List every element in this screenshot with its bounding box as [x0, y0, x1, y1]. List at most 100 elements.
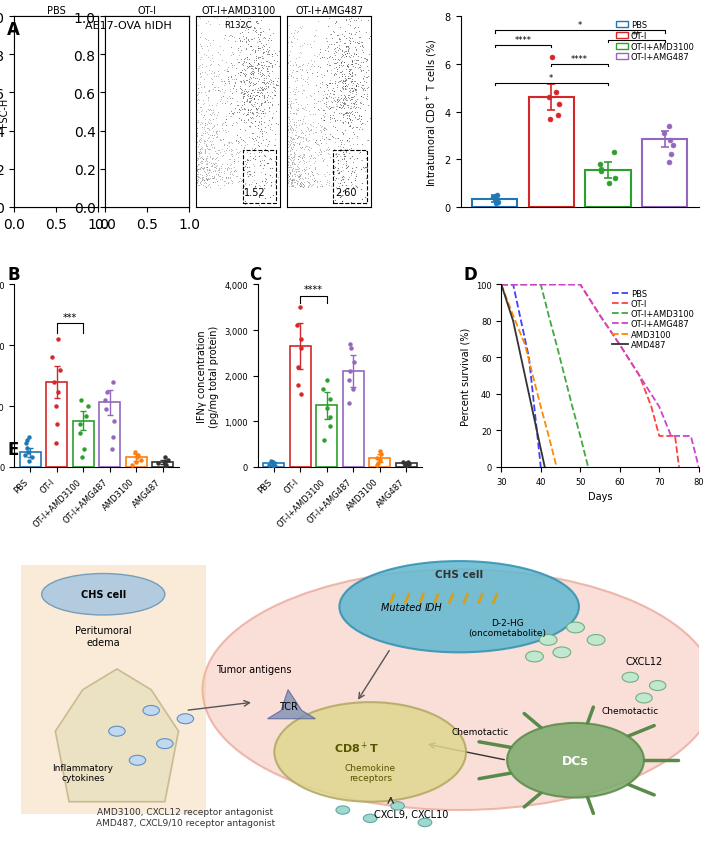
- Point: [237, 151, 248, 164]
- Point: [340, 41, 352, 55]
- Point: [19, 159, 30, 173]
- Point: [251, 15, 262, 29]
- Point: [149, 145, 160, 158]
- Point: [287, 30, 299, 43]
- Point: [192, 163, 203, 176]
- Point: [87, 41, 98, 55]
- Point: [249, 61, 260, 75]
- Point: [287, 181, 298, 194]
- Point: [327, 83, 338, 97]
- Point: [294, 163, 305, 176]
- Point: [332, 154, 344, 168]
- Point: [212, 109, 223, 123]
- Point: [163, 172, 175, 186]
- Point: [106, 83, 117, 97]
- Point: [65, 179, 76, 193]
- Point: [161, 72, 173, 85]
- Point: [296, 64, 307, 78]
- Point: [194, 146, 205, 159]
- Point: [234, 172, 245, 186]
- Point: [346, 116, 357, 130]
- Point: [202, 167, 214, 181]
- Point: [31, 61, 42, 75]
- Point: [77, 121, 88, 135]
- Point: [174, 181, 185, 194]
- Point: [59, 145, 71, 158]
- Circle shape: [567, 622, 585, 633]
- Point: [242, 10, 253, 24]
- Point: [288, 165, 299, 179]
- Point: [335, 107, 347, 121]
- Point: [328, 166, 339, 180]
- Point: [197, 58, 208, 72]
- Point: [64, 176, 76, 189]
- Point: [71, 87, 83, 101]
- Point: [34, 51, 45, 65]
- Point: [285, 102, 297, 116]
- Point: [329, 95, 340, 108]
- Point: [12, 171, 24, 185]
- Point: [213, 163, 225, 176]
- Point: [304, 170, 316, 183]
- Point: [294, 170, 305, 183]
- Point: [75, 50, 86, 64]
- Point: [20, 143, 31, 157]
- Point: [28, 141, 39, 155]
- Point: [260, 81, 272, 95]
- Point: [111, 135, 122, 148]
- Point: [19, 95, 30, 108]
- Point: [287, 163, 298, 176]
- Point: [210, 168, 222, 181]
- Point: [160, 126, 172, 140]
- Point: [61, 108, 72, 122]
- Point: [199, 128, 210, 141]
- Point: [155, 176, 167, 189]
- Point: [156, 11, 168, 25]
- Point: [16, 135, 28, 149]
- Point: [77, 138, 88, 152]
- Point: [9, 164, 21, 178]
- Point: [26, 148, 37, 162]
- Point: [328, 106, 339, 119]
- Point: [244, 75, 255, 89]
- Point: [136, 125, 148, 139]
- Point: [160, 136, 172, 150]
- Point: [42, 10, 53, 24]
- Point: [206, 141, 217, 154]
- Point: [121, 140, 133, 153]
- Point: [286, 165, 297, 179]
- Point: [344, 10, 356, 24]
- Point: [191, 176, 202, 189]
- Point: [24, 119, 35, 133]
- Point: [44, 179, 56, 193]
- Point: [173, 115, 184, 129]
- Point: [357, 161, 369, 175]
- Point: [30, 162, 41, 176]
- Point: [193, 113, 204, 127]
- Point: [126, 10, 138, 24]
- Point: [111, 181, 122, 195]
- Point: [159, 114, 170, 128]
- Point: [198, 82, 210, 95]
- Point: [161, 164, 173, 177]
- Point: [403, 455, 414, 469]
- Point: [206, 107, 217, 121]
- Point: [143, 47, 154, 60]
- Point: [198, 137, 210, 151]
- Point: [223, 140, 235, 153]
- Point: [237, 66, 248, 80]
- Point: [220, 12, 232, 26]
- Point: [220, 29, 231, 43]
- Point: [216, 118, 227, 132]
- Point: [334, 140, 346, 153]
- Point: [207, 77, 219, 90]
- Point: [191, 136, 202, 150]
- Point: [328, 10, 339, 24]
- Point: [11, 139, 22, 153]
- Point: [54, 148, 66, 162]
- Point: [129, 81, 140, 95]
- Point: [190, 106, 202, 119]
- Point: [293, 138, 304, 152]
- Point: [292, 61, 304, 75]
- Point: [217, 118, 229, 131]
